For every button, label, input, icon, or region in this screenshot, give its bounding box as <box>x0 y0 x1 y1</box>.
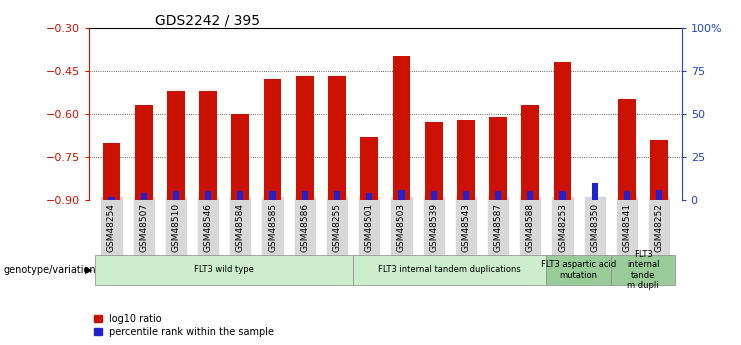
Bar <box>591 183 598 200</box>
Bar <box>656 190 662 200</box>
Bar <box>360 137 378 200</box>
Text: FLT3
internal
tande
m dupli: FLT3 internal tande m dupli <box>627 250 659 290</box>
Bar <box>328 77 346 200</box>
Bar <box>173 191 179 200</box>
Bar <box>624 191 630 200</box>
Bar <box>527 191 534 200</box>
Bar <box>399 190 405 200</box>
Bar <box>431 191 436 200</box>
Bar <box>108 197 115 200</box>
Text: genotype/variation: genotype/variation <box>4 265 96 275</box>
Bar <box>237 191 244 200</box>
Bar <box>554 62 571 200</box>
Bar <box>102 142 120 200</box>
Bar <box>651 140 668 200</box>
Bar <box>463 191 469 200</box>
Bar <box>559 191 565 200</box>
Bar <box>302 191 308 200</box>
Bar <box>393 56 411 200</box>
Bar <box>199 91 217 200</box>
Bar <box>231 114 249 200</box>
Text: GDS2242 / 395: GDS2242 / 395 <box>155 14 260 28</box>
Text: FLT3 aspartic acid
mutation: FLT3 aspartic acid mutation <box>541 260 617 280</box>
Bar <box>495 191 501 200</box>
Bar <box>296 77 313 200</box>
Bar <box>167 91 185 200</box>
Bar <box>141 193 147 200</box>
Bar <box>270 191 276 200</box>
Bar <box>205 191 211 200</box>
Bar <box>489 117 507 200</box>
Bar <box>334 191 340 200</box>
Text: FLT3 wild type: FLT3 wild type <box>194 265 254 275</box>
Bar <box>618 99 636 200</box>
Bar <box>457 120 475 200</box>
Bar <box>425 122 442 200</box>
Bar <box>135 105 153 200</box>
Bar <box>366 193 372 200</box>
Legend: log10 ratio, percentile rank within the sample: log10 ratio, percentile rank within the … <box>94 314 274 337</box>
Bar <box>522 105 539 200</box>
Bar <box>264 79 282 200</box>
Text: FLT3 internal tandem duplications: FLT3 internal tandem duplications <box>379 265 521 275</box>
Text: ▶: ▶ <box>85 265 93 275</box>
